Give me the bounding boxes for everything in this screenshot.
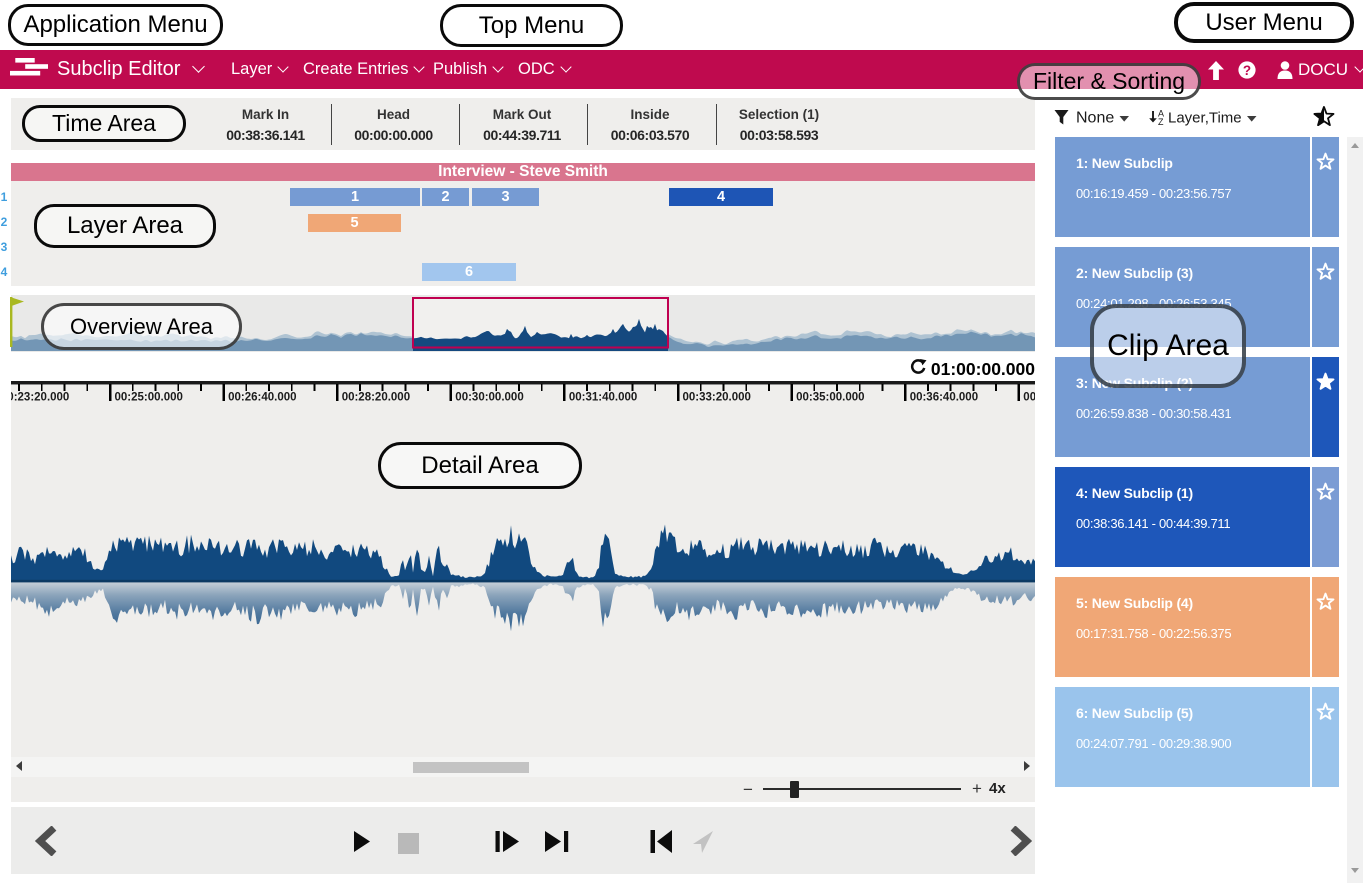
svg-text:?: ? bbox=[1243, 63, 1251, 78]
svg-text:Z: Z bbox=[1158, 117, 1164, 127]
svg-text:None: None bbox=[1076, 110, 1114, 127]
svg-text:00:38:20.000: 00:38:20.000 bbox=[1023, 392, 1035, 404]
svg-text:Layer,Time: Layer,Time bbox=[1168, 110, 1242, 127]
svg-text:00:36:40.000: 00:36:40.000 bbox=[910, 392, 978, 404]
svg-text:00:28:20.000: 00:28:20.000 bbox=[342, 392, 410, 404]
svg-text:00:30:00.000: 00:30:00.000 bbox=[455, 392, 523, 404]
svg-text:00:31:40.000: 00:31:40.000 bbox=[569, 392, 637, 404]
svg-text:00:26:40.000: 00:26:40.000 bbox=[228, 392, 296, 404]
svg-text:00:25:00.000: 00:25:00.000 bbox=[115, 392, 183, 404]
svg-text:00:23:20.000: 00:23:20.000 bbox=[11, 392, 69, 404]
svg-text:00:33:20.000: 00:33:20.000 bbox=[683, 392, 751, 404]
svg-text:A: A bbox=[1158, 109, 1164, 119]
svg-text:00:35:00.000: 00:35:00.000 bbox=[796, 392, 864, 404]
